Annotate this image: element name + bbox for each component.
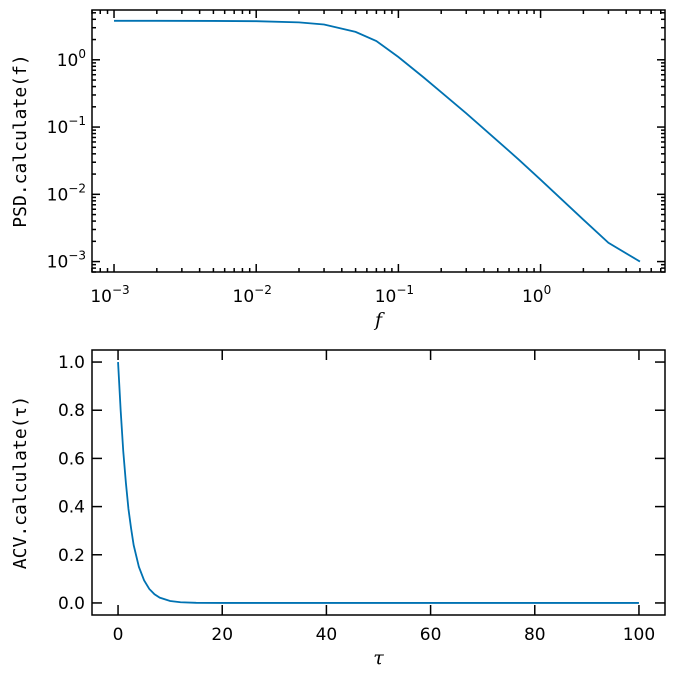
- acv-series-line: [117, 362, 639, 604]
- psd-x-tick-label: 10−2: [233, 283, 272, 307]
- acv-y-tick-label: 0.2: [58, 546, 85, 566]
- psd-y-tick-label: 10−1: [47, 114, 86, 138]
- psd-chart-panel: 10−3 10−2 10−1 100 10−3 10−2 10−1 100 f PSD.cal…: [10, 9, 666, 331]
- acv-x-tick-label: 0: [113, 625, 124, 645]
- acv-y-tick-label: 0.0: [58, 594, 85, 614]
- acv-x-tick-label: 80: [524, 625, 546, 645]
- psd-x-tick-label: 10−1: [375, 283, 414, 307]
- acv-chart-panel: 0 20 40 60 80 100 0.0 0.2 0.4 0.6 0.8 1.0 τ ACV.cal…: [10, 349, 666, 669]
- psd-x-tick-label: 100: [522, 283, 551, 307]
- acv-tick-labels: 0 20 40 60 80 100 0.0 0.2 0.4 0.6 0.8 1.0: [58, 353, 655, 645]
- acv-ticks: [92, 350, 665, 615]
- acv-x-axis-label: τ: [373, 647, 384, 669]
- acv-y-tick-label: 0.8: [58, 401, 85, 421]
- psd-series-line: [114, 19, 641, 263]
- acv-y-axis-label: ACV.calculate(τ): [10, 396, 31, 569]
- acv-y-tick-label: 0.4: [58, 498, 85, 518]
- psd-ticks: [91, 10, 665, 273]
- acv-x-tick-label: 60: [420, 625, 442, 645]
- psd-plot-frame: [91, 9, 666, 273]
- psd-x-tick-label: 10−3: [90, 283, 129, 307]
- acv-x-tick-label: 100: [623, 625, 655, 645]
- acv-y-tick-label: 1.0: [58, 353, 85, 373]
- psd-y-tick-label: 100: [57, 47, 86, 71]
- acv-x-tick-label: 20: [211, 625, 233, 645]
- psd-y-tick-label: 10−3: [47, 249, 86, 273]
- psd-y-axis-label: PSD.calculate(f): [10, 54, 31, 227]
- psd-tick-labels: 10−3 10−2 10−1 100 10−3 10−2 10−1 100: [47, 47, 552, 307]
- psd-y-tick-label: 10−2: [47, 181, 86, 205]
- acv-x-tick-label: 40: [316, 625, 338, 645]
- acv-plot-frame: [91, 349, 666, 616]
- acv-y-tick-label: 0.6: [58, 449, 85, 469]
- psd-x-axis-label: f: [373, 309, 385, 331]
